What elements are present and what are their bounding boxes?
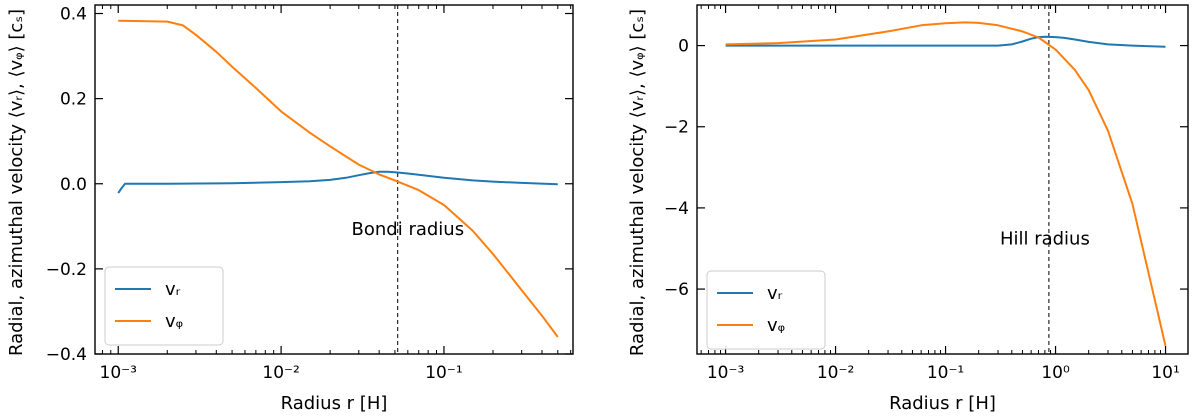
series-line-vphi [725,21,1167,347]
legend-label: vᵣ [165,279,181,300]
y-tick-label: −0.4 [46,345,87,365]
y-tick-label: −4 [664,199,689,219]
legend-label: vᵩ [165,311,183,332]
reference-annotation: Bondi radius [352,219,465,240]
legend-box [104,266,224,346]
plot-frame [696,4,1189,355]
y-tick-label: −6 [664,280,689,300]
x-tick-label: 10⁻³ [707,363,744,383]
x-tick-label: 10¹ [1151,363,1179,383]
legend-box [706,270,826,350]
legend-label: vᵣ [767,283,783,304]
series-line-vphi [118,19,559,338]
y-axis-label: Radial, azimuthal velocity ⟨vᵣ⟩, ⟨vᵩ⟩ [c… [627,9,648,356]
legend-label: vᵩ [767,315,785,336]
series-line-vr [117,170,558,194]
plot-frame [94,4,574,355]
x-axis-label: Radius r [H] [889,393,996,414]
reference-annotation: Hill radius [1000,228,1090,249]
series-line-vr [725,35,1166,48]
x-tick-label: 10⁰ [1041,363,1070,383]
x-tick-label: 10⁻¹ [927,363,964,383]
y-tick-label: −2 [664,118,689,138]
y-tick-label: 0.0 [60,175,87,195]
x-tick-label: 10⁻¹ [425,363,462,383]
x-tick-label: 10⁻³ [100,363,137,383]
y-axis-label: Radial, azimuthal velocity ⟨vᵣ⟩, ⟨vᵩ⟩ [c… [6,9,27,356]
y-tick-label: −0.2 [46,260,87,280]
x-axis-label: Radius r [H] [281,393,388,414]
y-tick-label: 0 [678,37,689,57]
left-chart-panel: 10⁻³ 10⁻² 10⁻¹ −0.4 −0.2 0.0 0.2 0.4 Bondi radiu… [6,4,574,414]
right-chart-panel: 10⁻³ 10⁻² 10⁻¹ 10⁰ 10¹ −6 −4 −2 0 Hill radius vᵣ vᵩ… [627,4,1189,414]
x-tick-label: 10⁻² [262,363,299,383]
y-tick-label: 0.2 [60,90,87,110]
x-tick-label: 10⁻² [817,363,854,383]
y-tick-label: 0.4 [60,5,87,25]
